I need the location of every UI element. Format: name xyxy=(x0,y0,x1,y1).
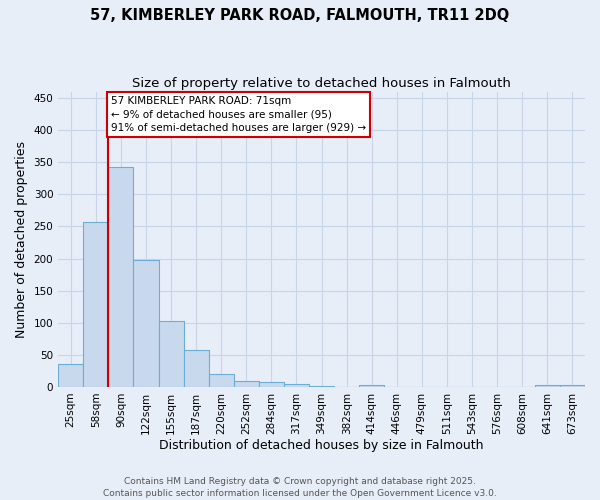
Bar xyxy=(58,364,83,387)
Bar xyxy=(184,350,209,387)
Bar xyxy=(259,382,284,387)
Text: Contains HM Land Registry data © Crown copyright and database right 2025.
Contai: Contains HM Land Registry data © Crown c… xyxy=(103,476,497,498)
Text: 57, KIMBERLEY PARK ROAD, FALMOUTH, TR11 2DQ: 57, KIMBERLEY PARK ROAD, FALMOUTH, TR11 … xyxy=(91,8,509,22)
Bar xyxy=(359,385,385,387)
Y-axis label: Number of detached properties: Number of detached properties xyxy=(15,141,28,338)
Bar xyxy=(158,321,184,387)
Bar xyxy=(560,385,585,387)
X-axis label: Distribution of detached houses by size in Falmouth: Distribution of detached houses by size … xyxy=(160,440,484,452)
Text: 57 KIMBERLEY PARK ROAD: 71sqm
← 9% of detached houses are smaller (95)
91% of se: 57 KIMBERLEY PARK ROAD: 71sqm ← 9% of de… xyxy=(111,96,366,132)
Bar xyxy=(133,260,158,387)
Bar xyxy=(83,222,109,387)
Title: Size of property relative to detached houses in Falmouth: Size of property relative to detached ho… xyxy=(132,78,511,90)
Bar xyxy=(234,380,259,387)
Bar xyxy=(109,167,133,387)
Bar xyxy=(284,384,309,387)
Bar xyxy=(209,374,234,387)
Bar xyxy=(535,385,560,387)
Bar xyxy=(309,386,334,387)
